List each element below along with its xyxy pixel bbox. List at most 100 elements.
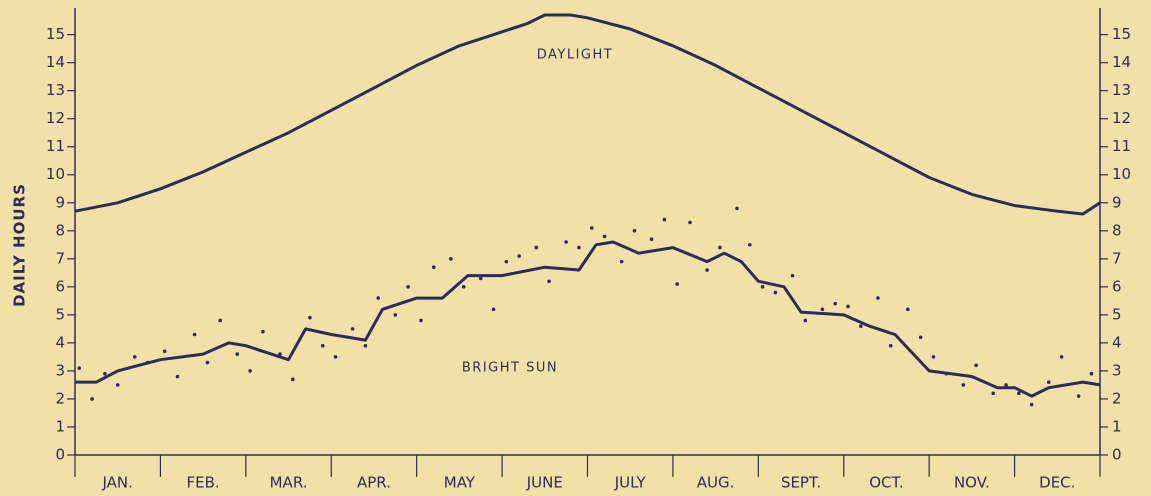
dot [974,363,978,368]
dot [406,285,410,289]
dot [688,220,692,225]
dot [145,360,150,365]
dot [376,296,381,300]
y2-tick-label: 6 [1112,277,1122,295]
y-axis-label: DAILY HOURS [11,183,29,307]
dot [218,318,223,323]
x-tick-label: NOV. [954,474,990,492]
y2-tick-label: 15 [1112,25,1131,43]
dot [602,234,607,239]
dot [1017,391,1021,396]
dot [248,369,252,373]
dot [103,371,107,376]
dot [320,343,325,348]
dot [504,259,509,264]
y2-tick-label: 10 [1112,165,1131,183]
dot [1076,394,1081,398]
x-tick-label: SEPT. [781,474,821,492]
dot [478,276,483,281]
x-tick-label: FEB. [187,474,220,492]
dot [1046,380,1051,384]
y-tick-label: 9 [55,193,65,211]
dot [619,259,624,264]
dot [944,371,949,376]
dot [291,377,295,382]
y2-tick-label: 14 [1112,53,1131,71]
dot [308,315,312,320]
line [75,240,1101,398]
y-tick-label: 8 [55,221,65,239]
dot [735,206,739,211]
x-tick-label: MAR. [270,474,308,492]
dot [192,332,197,337]
dot [675,282,679,286]
y-tick-label: 12 [46,109,65,127]
dot [931,355,936,359]
y2-tick-label: 3 [1112,361,1122,379]
dot [1059,355,1064,359]
y-tick-label: 0 [55,446,65,464]
dot [419,318,423,323]
x-tick-label: JUNE [526,474,563,492]
dot [632,228,637,233]
dot [115,383,120,387]
dot [461,285,466,289]
y2-tick-label: 12 [1112,109,1131,127]
x-tick-label: JULY [614,474,647,492]
dot [1029,402,1034,407]
dot [333,355,338,359]
dot [393,313,398,317]
y2-tick-label: 0 [1112,446,1122,464]
dot [662,217,667,222]
y-tick-label: 10 [46,165,65,183]
dot [132,355,137,359]
line [74,13,1101,216]
y-tick-label: 6 [55,277,65,295]
dot [261,329,265,334]
dot [547,279,551,284]
dot [517,254,521,258]
dot [1004,383,1008,387]
dot [589,226,594,230]
y-tick-label: 2 [55,389,65,407]
y-tick-label: 4 [55,333,65,351]
dot [760,285,765,289]
y2-tick-label: 1 [1112,417,1122,435]
dot [350,327,355,331]
x-tick-label: AUG. [697,474,735,492]
y-tick-label: 15 [46,25,65,43]
dot [747,243,752,247]
dot [649,237,654,242]
dot [235,352,240,356]
dot [577,245,581,250]
annotation: DAYLIGHT [537,48,613,63]
y-tick-label: 3 [55,361,65,379]
dot [918,335,923,340]
y2-tick-label: 4 [1112,333,1122,351]
y2-tick-label: 7 [1112,249,1122,267]
dot [175,374,180,379]
y2-tick-label: 13 [1112,81,1131,99]
x-tick-label: APR. [357,474,391,492]
dot [705,268,709,272]
dot [491,307,496,312]
y-tick-label: 13 [46,81,65,99]
dot [859,324,863,328]
y-tick-label: 11 [46,137,65,155]
y-tick-label: 1 [55,417,65,435]
y2-tick-label: 11 [1112,137,1131,155]
y-tick-label: 7 [55,249,65,267]
x-tick-label: MAY [444,474,476,492]
dot [718,245,722,250]
dot [564,240,568,244]
dot [803,318,808,323]
dot [534,245,539,250]
dot [773,290,778,295]
y2-tick-label: 9 [1112,193,1122,211]
dot [162,349,167,354]
y2-tick-label: 2 [1112,389,1122,407]
dot [1089,371,1094,376]
